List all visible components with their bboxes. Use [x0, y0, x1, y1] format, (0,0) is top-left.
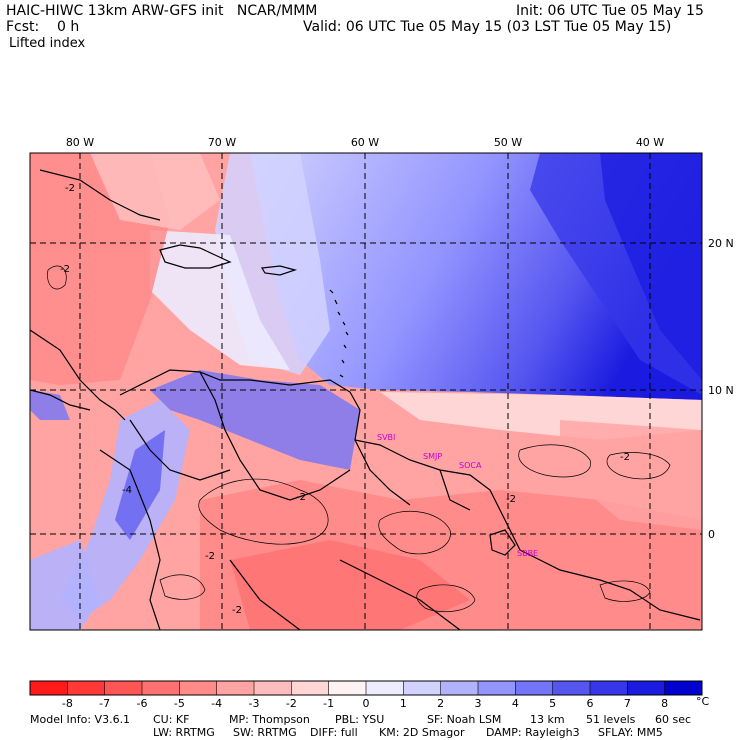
colorbar-tick-label: 5 [549, 697, 556, 710]
footer-pbl: PBL: YSU [335, 713, 385, 726]
contours [47, 265, 671, 613]
colorbar-swatch [216, 681, 255, 695]
colorbar-tick-label: 6 [587, 697, 594, 710]
colorbar-tick-label: -8 [62, 697, 73, 710]
footer-sf: SF: Noah LSM [427, 713, 502, 726]
footer-sw: SW: RRTMG [233, 726, 297, 739]
colorbar-swatch [590, 681, 628, 695]
colorbar-tick-label: -2 [286, 697, 297, 710]
footer-levels: 51 levels [586, 713, 636, 726]
colorbar-swatch [552, 681, 591, 695]
colorbar-tick-label: 2 [437, 697, 444, 710]
contour-label: -2 [296, 492, 306, 503]
colorbar-tick-label: 1 [400, 697, 407, 710]
graticule [30, 153, 702, 630]
colorbar-tick-label: 4 [512, 697, 519, 710]
colorbar-swatch [254, 681, 292, 695]
colorbar-unit: °C [696, 695, 710, 708]
colorbar-tick-label: -3 [249, 697, 260, 710]
colorbar-tick-label: -7 [99, 697, 110, 710]
footer-timestep: 60 sec [655, 713, 692, 726]
colorbar-swatch [403, 681, 441, 695]
footer-damp: DAMP: Rayleigh3 [486, 726, 580, 739]
colorbar-tick-label: 3 [475, 697, 482, 710]
contour-label: -2 [60, 264, 70, 275]
footer-lw: LW: RRTMG [153, 726, 215, 739]
lon-label: 50 W [494, 136, 522, 149]
init-time: Init: 06 UTC Tue 05 May 15 [516, 3, 704, 19]
colorbar-swatch [67, 681, 105, 695]
forecast-hour: Fcst: 0 h [6, 19, 80, 35]
lon-label: 40 W [636, 136, 664, 149]
station-label: SBBE [517, 549, 538, 558]
color-bar: -8 -7 -6 -5 -4 -3 -2 -1 0 1 2 3 4 5 6 7 8 [29, 680, 703, 710]
station-label: SVBI [377, 433, 395, 442]
footer-model-info: Model Info: V3.6.1 [30, 713, 131, 726]
colorbar-swatch [366, 681, 404, 695]
footer-km: KM: 2D Smagor [379, 726, 465, 739]
field-shading [30, 153, 702, 630]
lon-label: 60 W [351, 136, 379, 149]
footer-mp: MP: Thompson [229, 713, 310, 726]
colorbar-tick-label: 8 [661, 697, 668, 710]
valid-time: Valid: 06 UTC Tue 05 May 15 (03 LST Tue … [303, 19, 672, 35]
contour-label: -2 [205, 551, 215, 562]
footer-resolution: 13 km [530, 713, 565, 726]
colorbar-swatch [515, 681, 553, 695]
station-labels: SVBI SMJP SOCA SBBE [377, 433, 538, 558]
colorbar-tick-label: -5 [174, 697, 185, 710]
colorbar-swatch [291, 681, 329, 695]
coastlines [30, 169, 701, 630]
colorbar-swatch [328, 681, 367, 695]
lat-labels: 20 N 10 N 0 [708, 237, 734, 541]
lon-labels: 80 W 70 W 60 W 50 W 40 W [66, 136, 664, 149]
colorbar-tick-label: -4 [211, 697, 222, 710]
contour-label: -2 [506, 494, 516, 505]
colorbar-swatch [142, 681, 180, 695]
field-name: Lifted index [9, 36, 86, 51]
colorbar-swatch [179, 681, 217, 695]
contour-label: -2 [65, 183, 75, 194]
colorbar-swatch [440, 681, 479, 695]
lat-label: 0 [708, 528, 715, 541]
contour-label: -2 [620, 452, 630, 463]
colorbar-swatch [30, 681, 68, 695]
contour-label: -4 [122, 485, 132, 496]
lat-label: 20 N [708, 237, 734, 250]
footer-diff: DIFF: full [310, 726, 358, 739]
colorbar-swatch [664, 681, 703, 695]
colorbar-tick-label: -1 [323, 697, 334, 710]
map-frame [29, 152, 703, 631]
colorbar-tick-label: 0 [363, 697, 370, 710]
colorbar-swatch [627, 681, 665, 695]
colorbar-swatch [478, 681, 516, 695]
colorbar-tick-label: -6 [137, 697, 148, 710]
lat-label: 10 N [708, 384, 734, 397]
contour-label: -2 [232, 605, 242, 616]
model-title: HAIC-HIWC 13km ARW-GFS init NCAR/MMM [6, 3, 318, 19]
footer-sflay: SFLAY: MM5 [598, 726, 663, 739]
lon-label: 70 W [208, 136, 236, 149]
colorbar-tick-label: 7 [624, 697, 631, 710]
colorbar-swatch [104, 681, 143, 695]
contour-value-labels: -2 -2 -2 -2 -2 -2 -4 -2 [60, 183, 630, 616]
station-label: SOCA [459, 461, 482, 470]
footer-cu: CU: KF [153, 713, 190, 726]
lon-label: 80 W [66, 136, 94, 149]
station-label: SMJP [423, 452, 442, 461]
